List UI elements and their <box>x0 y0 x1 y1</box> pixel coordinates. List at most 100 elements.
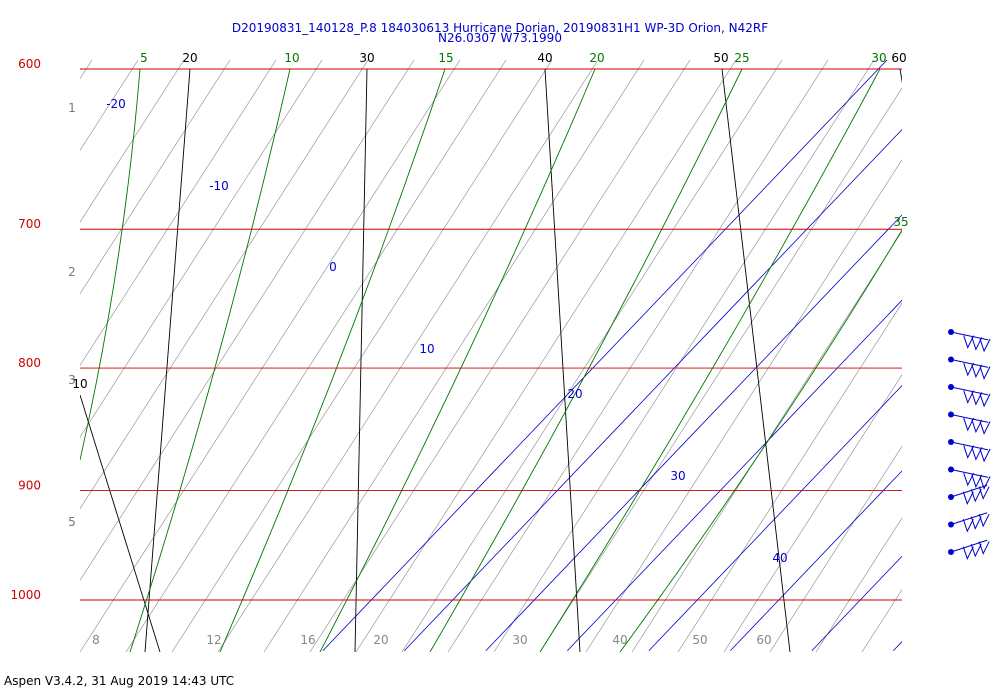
wind-barb-flag <box>971 392 983 406</box>
pressure-tick-label: 900 <box>18 478 41 492</box>
moist-adiabat-label: 15 <box>438 51 453 65</box>
mixing-ratio-line <box>80 60 415 581</box>
wind-barb-flag <box>962 491 974 506</box>
wind-barb-staff <box>950 386 989 396</box>
height-tick-label: 2 <box>68 265 76 279</box>
mixing-ratio-line <box>80 60 323 438</box>
isotherm-line <box>404 129 902 651</box>
wind-barb-flag <box>978 513 990 528</box>
wind-barb-flag <box>963 445 975 459</box>
moist-adiabat-line <box>319 68 596 652</box>
mixing-ratio-label: 20 <box>373 633 388 647</box>
mixing-ratio-line <box>815 517 902 652</box>
moist-adiabat-line <box>539 68 881 652</box>
moist-adiabat-line <box>129 68 291 652</box>
mixing-ratio-label: 60 <box>756 633 771 647</box>
pressure-tick-label: 600 <box>18 57 41 71</box>
isotherm-line <box>485 214 902 651</box>
dry-adiabat-lines <box>80 68 902 652</box>
pressure-tick-label: 1000 <box>10 588 41 602</box>
height-tick-label: 3 <box>68 373 76 387</box>
height-tick-label: 1 <box>68 101 76 115</box>
wind-barb-staff <box>950 512 988 525</box>
wind-barb <box>948 411 991 435</box>
moist-adiabat-line <box>429 68 743 652</box>
wind-barb-staff <box>950 414 989 423</box>
wind-barb-flag <box>963 472 975 487</box>
isotherm-label: 20 <box>567 387 582 401</box>
mixing-ratio-line <box>769 445 902 652</box>
wind-barb-flag <box>979 366 991 380</box>
pressure-tick-label: 800 <box>18 356 41 370</box>
dry-adiabat-label: 20 <box>182 51 197 65</box>
wind-barb-flag <box>979 448 991 463</box>
wind-barb-flag <box>970 488 982 503</box>
mixing-ratio-line <box>80 60 277 366</box>
wind-barb-flag <box>963 362 975 377</box>
wind-barb-flag <box>979 421 991 435</box>
isobar-lines <box>80 68 902 601</box>
moist-adiabat-line <box>619 229 902 652</box>
wind-barb-flag <box>971 447 983 461</box>
footer-version: Aspen V3.4.2, 31 Aug 2019 14:43 UTC <box>4 674 235 688</box>
moist-adiabat-label: 25 <box>734 51 749 65</box>
wind-barb <box>948 539 990 561</box>
moist-adiabat-label: 30 <box>871 51 886 65</box>
wind-barb <box>948 466 991 490</box>
wind-barb-staff <box>950 359 989 368</box>
wind-barb-flag <box>978 486 990 500</box>
isotherm-label: 0 <box>329 260 337 274</box>
mixing-ratio-label: 12 <box>206 633 221 647</box>
wind-barb-flag <box>971 474 983 489</box>
isotherm-line <box>730 470 902 651</box>
wind-barb-flag <box>979 393 991 408</box>
moist-adiabat-label: 5 <box>140 51 148 65</box>
dry-adiabat-line <box>354 68 368 652</box>
isotherm-line <box>567 299 902 651</box>
wind-barb-flag <box>962 546 974 561</box>
isotherm-line <box>811 555 902 651</box>
moist-adiabat-label: 35 <box>893 215 908 229</box>
mixing-ratio-line <box>631 230 902 652</box>
wind-barb <box>948 329 991 353</box>
mixing-ratio-label: 50 <box>692 633 707 647</box>
dry-adiabat-line <box>544 68 581 652</box>
mixing-ratio-line <box>125 60 507 652</box>
isotherm-label: 40 <box>772 551 787 565</box>
wind-barb-flag <box>963 335 975 349</box>
wind-barb-flag <box>962 518 974 533</box>
dry-adiabat-label: 40 <box>537 51 552 65</box>
wind-barb-flag <box>978 541 990 555</box>
wind-barb-flag <box>971 337 983 351</box>
dry-adiabat-label: 50 <box>713 51 728 65</box>
wind-barbs <box>948 329 991 561</box>
mixing-ratio-line <box>954 60 1000 652</box>
moist-adiabat-line <box>219 68 446 652</box>
dry-adiabat-label: 30 <box>359 51 374 65</box>
isotherm-label: 10 <box>419 342 434 356</box>
isotherm-lines <box>322 60 902 651</box>
isotherm-line <box>648 385 902 651</box>
dry-adiabat-label: 10 <box>72 377 87 391</box>
height-tick-label: 5 <box>68 515 76 529</box>
moist-adiabat-label: 20 <box>589 51 604 65</box>
wind-barb-staff <box>950 331 989 341</box>
wind-barb-staff <box>950 441 989 451</box>
mixing-ratio-line <box>447 60 829 652</box>
mixing-ratio-line <box>80 60 461 652</box>
chart-title-line-2: N26.0307 W73.1990 <box>438 31 562 45</box>
wind-barb-flag <box>979 338 991 353</box>
chart-title-line-1: D20190831_140128_P.8 184030613 Hurricane… <box>231 21 769 35</box>
isotherm-label: -10 <box>209 179 229 193</box>
moist-adiabat-label: 10 <box>284 51 299 65</box>
wind-barb-staff <box>950 539 988 553</box>
dry-adiabat-line <box>144 68 191 652</box>
wind-barb-flag <box>971 419 983 434</box>
mixing-ratio-line <box>677 302 902 652</box>
mixing-ratio-line <box>80 60 185 223</box>
wind-barb <box>948 439 991 463</box>
mixing-ratio-line <box>80 60 93 80</box>
mixing-ratio-line <box>585 159 902 652</box>
pressure-tick-label: 700 <box>18 217 41 231</box>
